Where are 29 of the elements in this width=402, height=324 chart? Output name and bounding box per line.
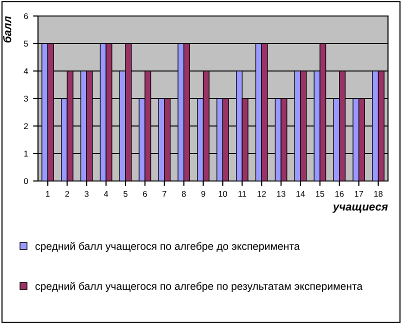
x-tick-label: 14 — [296, 191, 305, 197]
y-tick-label: 2 — [24, 123, 28, 130]
y-tick-label: 5 — [24, 40, 28, 47]
legend-label: средний балл учащегося по алгебре по результатам эксперимента — [35, 282, 363, 292]
y-axis-title: балл — [2, 16, 12, 43]
x-tick-label: 1 — [46, 191, 50, 197]
x-tick-label: 13 — [277, 190, 286, 197]
x-tick-label: 12 — [258, 190, 266, 197]
y-tick-label: 3 — [24, 96, 28, 102]
x-axis-title: учащиеся — [332, 204, 388, 213]
x-tick-label: 16 — [335, 190, 344, 197]
x-tick-label: 3 — [84, 190, 89, 197]
y-tick-label: 0 — [24, 178, 28, 184]
x-tick-label: 18 — [374, 190, 383, 197]
legend-label: средний балл учащегося по алгебре до эксперимента — [35, 242, 300, 252]
x-tick-label: 15 — [316, 191, 324, 197]
x-tick-label: 11 — [238, 191, 246, 197]
x-tick-label: 7 — [162, 191, 166, 197]
x-tick-label: 4 — [104, 191, 108, 197]
x-tick-label: 8 — [182, 190, 186, 197]
x-tick-label: 5 — [124, 191, 128, 197]
x-tick-label: 17 — [354, 191, 364, 197]
x-tick-label: 10 — [218, 190, 228, 197]
y-tick-label: 6 — [24, 13, 28, 20]
x-tick-label: 2 — [65, 190, 70, 197]
x-tick-label: 6 — [143, 190, 147, 197]
y-tick-label: 4 — [24, 68, 28, 74]
x-tick-label: 9 — [201, 190, 206, 197]
y-tick-label: 1 — [24, 150, 28, 157]
